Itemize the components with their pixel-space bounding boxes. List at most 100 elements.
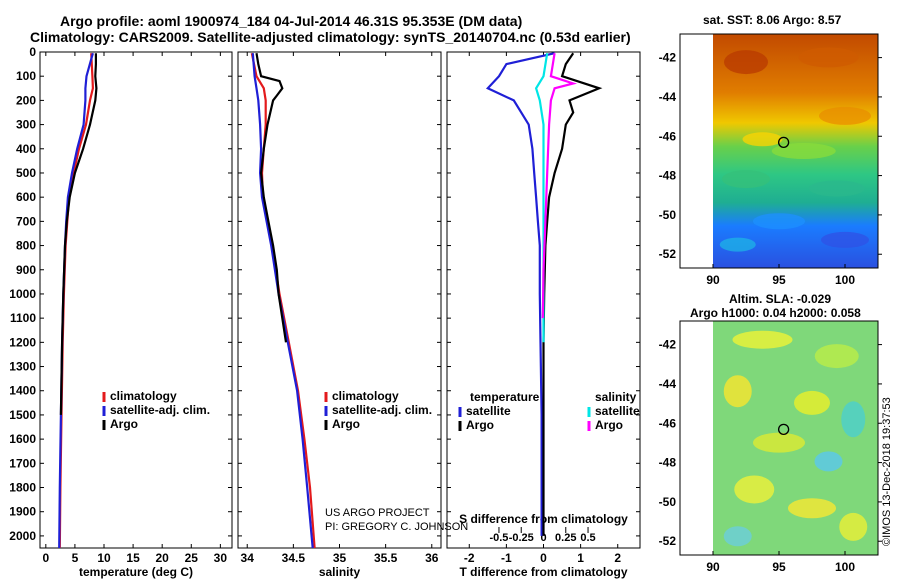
depth-tick-label: 700	[16, 214, 36, 228]
sla-patch	[723, 375, 752, 408]
sst-map-title: sat. SST: 8.06 Argo: 8.57	[703, 13, 842, 27]
salinity-diff-tick-label: 0.25	[555, 532, 576, 544]
depth-tick-label: 600	[16, 190, 36, 204]
temperature-legend-label: satellite-adj. clim.	[110, 403, 210, 417]
depth-tick-label: 1900	[9, 505, 36, 519]
salinity-xtick-label: 35	[333, 551, 347, 565]
depth-tick-label: 500	[16, 166, 36, 180]
sla-patch	[753, 432, 805, 453]
sla_map-xtick-label: 100	[835, 560, 855, 574]
depth-tick-label: 200	[16, 93, 36, 107]
depth-tick-label: 300	[16, 118, 36, 132]
sla-map-title: Altim. SLA: -0.029	[729, 292, 832, 306]
temperature-xtick-label: 25	[185, 551, 199, 565]
depth-tick-label: 400	[16, 142, 36, 156]
depth-tick-label: 1200	[9, 335, 36, 349]
depth-tick-label: 1300	[9, 360, 36, 374]
depth-tick-label: 1000	[9, 287, 36, 301]
depth-tick-label: 100	[16, 69, 36, 83]
temp-legend-label: Argo	[466, 418, 494, 432]
sst_map-xtick-label: 95	[772, 273, 786, 287]
sst-patch	[719, 237, 756, 252]
sst_map-xtick-label: 90	[706, 273, 720, 287]
argo-float-marker	[777, 423, 790, 435]
title-line-2: Climatology: CARS2009. Satellite-adjuste…	[30, 29, 631, 45]
sla-patch	[734, 475, 775, 504]
temperature-xtick-label: 30	[214, 551, 228, 565]
difference-xtick-label: 1	[577, 551, 584, 565]
temperature-xtick-label: 5	[72, 551, 79, 565]
temperature-legend-label: climatology	[110, 389, 177, 403]
difference-xtick-label: 2	[614, 551, 621, 565]
sla-patch	[794, 390, 830, 415]
sst_map-ytick-label: -48	[659, 169, 677, 183]
sst-patch	[722, 170, 770, 189]
sla_map-xtick-label: 90	[706, 560, 720, 574]
difference-xtick-label: -2	[464, 551, 475, 565]
difference-series-t-satellite	[485, 52, 555, 536]
salinity-xtick-label: 34	[241, 551, 255, 565]
depth-tick-label: 0	[29, 45, 36, 59]
title-line-1: Argo profile: aoml 1900974_184 04-Jul-20…	[60, 13, 523, 29]
depth-tick-label: 900	[16, 263, 36, 277]
sla-patch	[732, 330, 793, 349]
sla_map-ytick-label: -44	[659, 377, 677, 391]
salinity-legend-label: climatology	[332, 389, 399, 403]
sla-map-subtitle: Argo h1000: 0.04 h2000: 0.058	[690, 306, 861, 320]
sst-patch	[753, 213, 805, 230]
sst_map-ytick-label: -50	[659, 208, 677, 222]
sst_map-ytick-label: -46	[659, 129, 677, 143]
depth-tick-label: 1400	[9, 384, 36, 398]
temperature-xtick-label: 15	[126, 551, 140, 565]
temperature-xtick-label: 0	[42, 551, 49, 565]
sla-patch	[841, 401, 866, 438]
project-credit: US ARGO PROJECT	[325, 507, 430, 519]
salinity-diff-tick-label: -0.25	[509, 532, 534, 544]
sst-patch	[724, 50, 768, 75]
salinity-legend-label: satellite-adj. clim.	[332, 403, 432, 417]
sst_map-ytick-label: -52	[659, 247, 677, 261]
salinity-xtick-label: 34.5	[282, 551, 306, 565]
sst-patch	[798, 47, 859, 68]
salinity-series-satellite-adj-clim-	[251, 53, 314, 549]
sst-patch	[821, 231, 869, 248]
temperature-series-argo	[59, 53, 98, 415]
pi-credit: PI: GREGORY C. JOHNSON	[325, 521, 469, 533]
depth-tick-label: 1800	[9, 481, 36, 495]
sla-patch	[814, 344, 859, 369]
sla_map-ytick-label: -48	[659, 456, 677, 470]
sst-patch	[742, 132, 783, 147]
sla-patch	[723, 526, 752, 547]
depth-tick-label: 1100	[10, 311, 36, 325]
temp-legend-heading: temperature	[470, 390, 540, 404]
sla-patch	[814, 451, 843, 472]
depth-tick-label: 2000	[9, 529, 36, 543]
depth-tick-label: 1600	[9, 432, 36, 446]
sal-legend-label: satellite	[595, 404, 640, 418]
sal-legend-heading: salinity	[595, 390, 637, 404]
temperature-xtick-label: 20	[156, 551, 170, 565]
salinity-diff-tick-label: 0.5	[580, 532, 595, 544]
temperature-xlabel: temperature (deg C)	[79, 565, 193, 579]
salinity-xlabel: salinity	[319, 565, 361, 579]
salinity-series-argo	[255, 53, 288, 343]
depth-tick-label: 800	[16, 239, 36, 253]
sst_map-ytick-label: -44	[659, 90, 677, 104]
depth-tick-label: 1700	[9, 456, 36, 470]
depth-tick-label: 1500	[9, 408, 36, 422]
sst-patch	[808, 180, 865, 197]
temperature-xtick-label: 10	[97, 551, 111, 565]
sst-patch	[819, 106, 871, 125]
sla_map-ytick-label: -42	[659, 338, 677, 352]
difference-xtick-label: -1	[501, 551, 512, 565]
salinity-legend-label: Argo	[332, 417, 360, 431]
sst_map-ytick-label: -42	[659, 51, 677, 65]
salinity-plot-frame	[237, 51, 442, 549]
sla-patch	[839, 512, 868, 541]
difference-xlabel: T difference from climatology	[459, 565, 627, 579]
salinity-diff-tick-label: 0	[540, 532, 546, 544]
sal-legend-label: Argo	[595, 418, 623, 432]
temperature-legend-label: Argo	[110, 417, 138, 431]
argo-float-marker	[777, 136, 790, 148]
